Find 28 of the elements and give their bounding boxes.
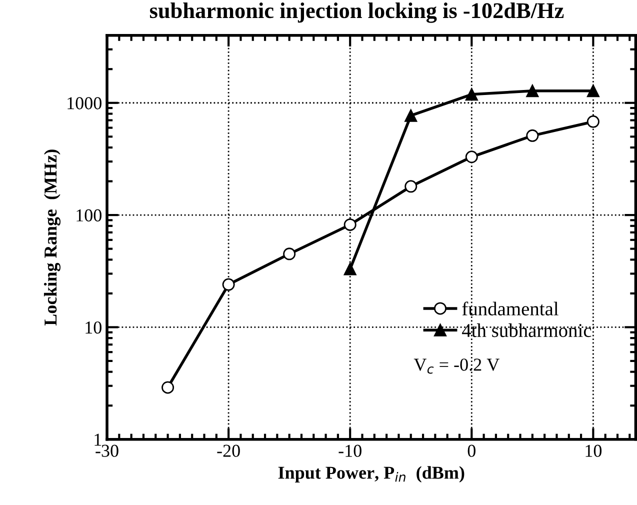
x-axis-title: Input Power, P$_{in}$ (dBm)	[278, 466, 464, 483]
point	[404, 180, 418, 193]
legend-label: 4th subharmonic	[462, 323, 592, 338]
y-axis-title: Locking Range (MHz)	[44, 150, 60, 326]
text: subharmonic injection locking is -102dB/Hz	[150, 2, 564, 23]
x-tick-label: -10	[338, 444, 362, 457]
point	[344, 262, 356, 276]
point	[526, 84, 539, 98]
point	[162, 381, 174, 394]
y-tick-label: 100	[76, 209, 102, 222]
x-tick-label: 10	[586, 444, 602, 457]
x-tick-label: -20	[217, 444, 240, 457]
point	[465, 150, 478, 164]
x-tick-label: -30	[96, 444, 118, 457]
point	[344, 218, 356, 231]
point	[283, 248, 296, 260]
x-tick-label: 0	[468, 444, 476, 457]
legend-label: fundamental	[462, 302, 558, 316]
point	[586, 115, 600, 128]
point	[586, 84, 600, 98]
y-tick-label: 1000	[68, 97, 102, 110]
y-tick-label: 1	[94, 434, 102, 446]
point	[404, 109, 418, 122]
annotation: V$_{c}$ = -0.2 V	[414, 358, 500, 374]
y-tick-label: 10	[86, 321, 102, 334]
point	[465, 88, 478, 101]
point	[222, 278, 235, 291]
point	[526, 129, 539, 142]
